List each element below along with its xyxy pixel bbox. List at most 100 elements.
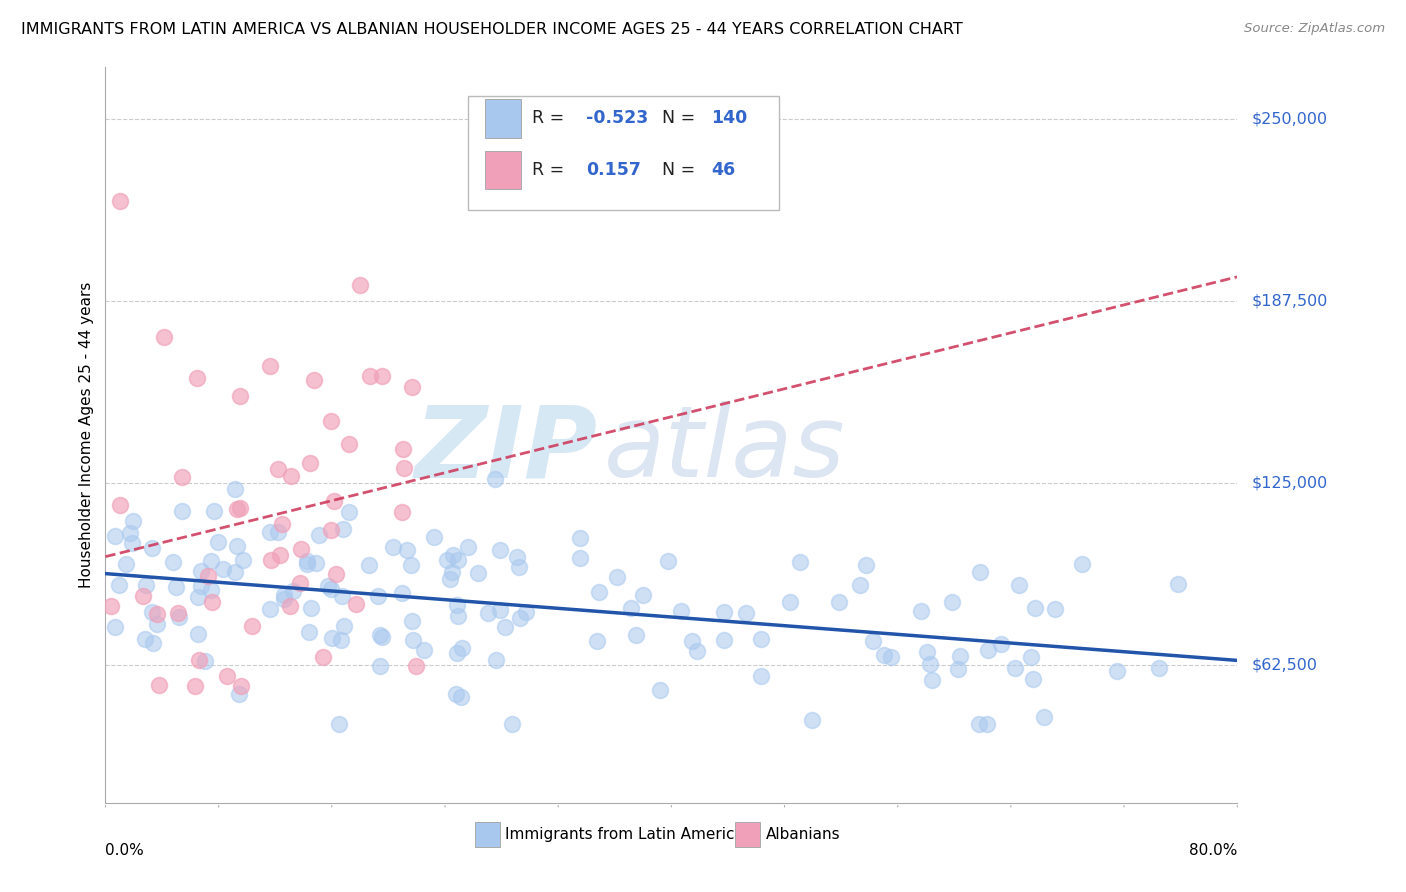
Y-axis label: Householder Income Ages 25 - 44 years: Householder Income Ages 25 - 44 years	[79, 282, 94, 588]
Point	[357, 558, 380, 572]
Point	[226, 502, 249, 516]
Point	[228, 687, 250, 701]
Point	[446, 599, 468, 613]
Text: -0.523: -0.523	[586, 110, 648, 128]
Point	[305, 556, 328, 570]
Point	[108, 578, 131, 592]
Point	[1033, 710, 1056, 724]
Point	[200, 583, 222, 598]
Point	[650, 683, 672, 698]
Point	[444, 688, 467, 702]
Point	[224, 482, 246, 496]
Point	[142, 636, 165, 650]
Point	[368, 659, 391, 673]
Point	[967, 716, 990, 731]
Point	[370, 630, 392, 644]
Point	[976, 642, 998, 657]
Point	[332, 522, 354, 536]
Point	[321, 523, 343, 537]
Point	[329, 633, 352, 648]
Point	[215, 669, 238, 683]
Point	[713, 605, 735, 619]
Point	[395, 543, 418, 558]
Point	[259, 602, 281, 616]
Point	[298, 457, 321, 471]
Point	[295, 554, 318, 568]
Point	[187, 627, 209, 641]
Point	[308, 527, 330, 541]
Point	[917, 645, 939, 659]
Point	[1024, 601, 1046, 615]
Point	[229, 680, 252, 694]
Point	[224, 565, 246, 579]
Point	[202, 504, 225, 518]
Point	[401, 380, 423, 394]
Point	[229, 388, 252, 402]
FancyBboxPatch shape	[485, 99, 520, 137]
Point	[588, 585, 610, 599]
Text: $250,000: $250,000	[1251, 112, 1327, 127]
Point	[337, 505, 360, 519]
Point	[484, 472, 506, 486]
Point	[1043, 602, 1066, 616]
Point	[921, 673, 943, 688]
Text: $187,500: $187,500	[1251, 293, 1327, 309]
Point	[910, 604, 932, 618]
Point	[269, 548, 291, 562]
Point	[671, 604, 693, 618]
Point	[368, 628, 391, 642]
Point	[298, 625, 321, 640]
Point	[467, 566, 489, 581]
Point	[132, 590, 155, 604]
Point	[187, 590, 209, 604]
Point	[779, 595, 801, 609]
Point	[207, 535, 229, 549]
Point	[949, 648, 972, 663]
Point	[657, 554, 679, 568]
FancyBboxPatch shape	[485, 151, 520, 189]
Point	[273, 591, 295, 606]
Point	[485, 653, 508, 667]
Text: Source: ZipAtlas.com: Source: ZipAtlas.com	[1244, 22, 1385, 36]
Point	[304, 373, 326, 387]
Point	[392, 442, 415, 456]
Point	[190, 564, 212, 578]
Point	[321, 631, 343, 645]
Point	[165, 580, 187, 594]
Point	[169, 610, 191, 624]
Point	[229, 500, 252, 515]
Point	[801, 713, 824, 727]
Point	[240, 618, 263, 632]
Point	[619, 601, 641, 615]
Point	[290, 541, 312, 556]
Point	[273, 588, 295, 602]
Point	[749, 669, 772, 683]
Point	[509, 611, 531, 625]
Point	[104, 620, 127, 634]
Point	[316, 579, 339, 593]
Point	[108, 194, 131, 208]
Point	[333, 619, 356, 633]
Point	[141, 605, 163, 619]
Point	[631, 588, 654, 602]
Point	[322, 493, 344, 508]
Text: N =: N =	[662, 110, 702, 128]
Point	[1071, 557, 1094, 571]
Point	[969, 565, 991, 579]
Point	[201, 595, 224, 609]
Point	[211, 562, 233, 576]
Point	[855, 558, 877, 572]
Point	[170, 469, 193, 483]
Point	[439, 572, 461, 586]
Point	[301, 601, 323, 615]
Point	[330, 589, 353, 603]
Point	[568, 532, 591, 546]
Point	[713, 633, 735, 648]
Point	[288, 575, 311, 590]
Point	[606, 570, 628, 584]
Point	[260, 552, 283, 566]
Text: IMMIGRANTS FROM LATIN AMERICA VS ALBANIAN HOUSEHOLDER INCOME AGES 25 - 44 YEARS : IMMIGRANTS FROM LATIN AMERICA VS ALBANIA…	[21, 22, 963, 37]
Text: 0.157: 0.157	[586, 161, 641, 179]
Point	[190, 579, 212, 593]
Point	[391, 586, 413, 600]
